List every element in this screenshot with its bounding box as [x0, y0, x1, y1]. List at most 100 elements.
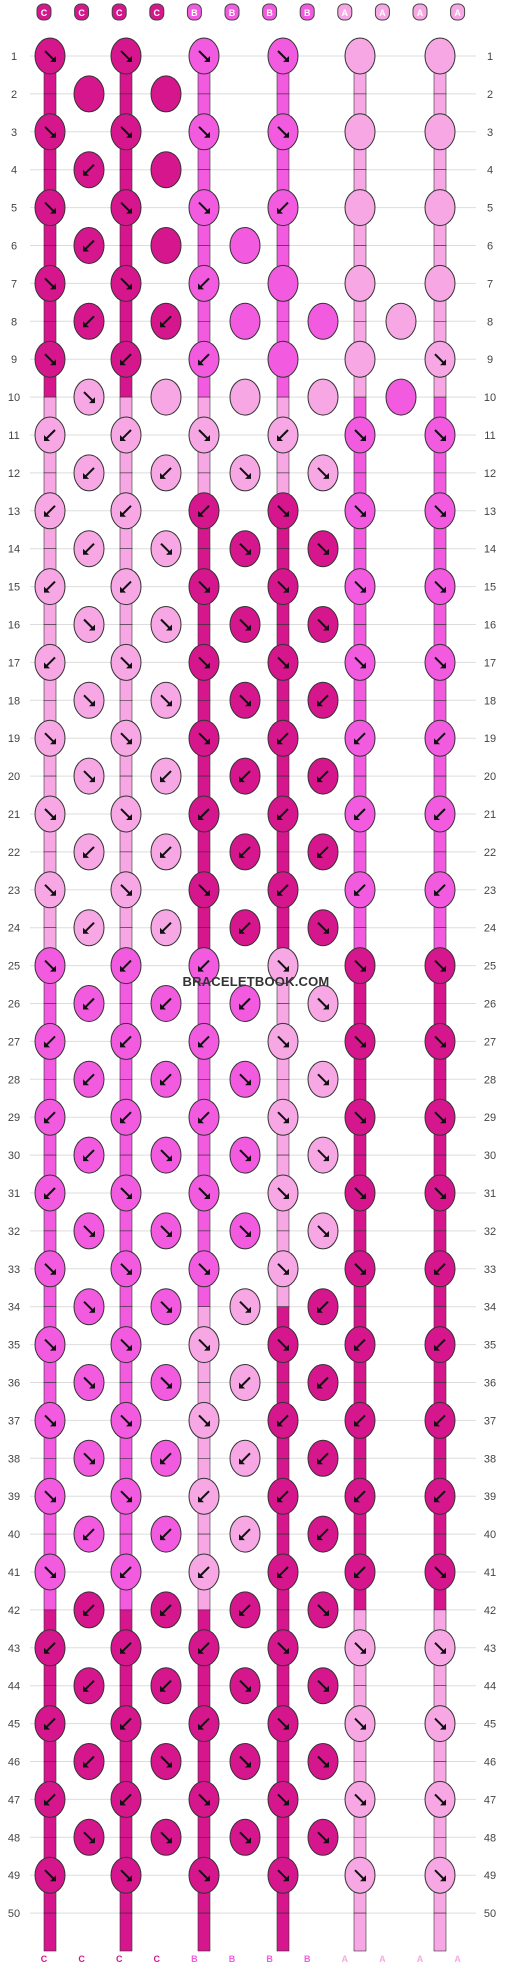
arrow-head: [283, 1041, 289, 1048]
arrow-head: [323, 1609, 329, 1616]
arrow-head: [83, 851, 89, 858]
arrow-head: [89, 776, 95, 783]
arrow-head: [283, 1117, 289, 1124]
arrow-head: [239, 927, 245, 934]
arrow-head: [245, 548, 251, 555]
strand-label: C: [154, 8, 161, 18]
arrow-head: [120, 1647, 126, 1654]
arrow-head: [440, 359, 446, 366]
arrow-head: [50, 814, 56, 820]
arrow-head: [89, 1306, 95, 1313]
arrow-head: [245, 624, 251, 631]
strand-segment: [43, 1912, 57, 1952]
arrow-head: [126, 738, 132, 745]
arrow-head: [239, 1003, 245, 1010]
knot: [150, 227, 182, 264]
strand-label: A: [454, 8, 461, 18]
knot: [307, 302, 339, 340]
arrow-head: [283, 510, 289, 517]
arrow-head: [44, 1041, 50, 1048]
arrow-head: [354, 1344, 360, 1351]
strand-label-badge: [412, 3, 428, 21]
arrow-head: [120, 1117, 126, 1124]
arrow-head: [277, 1420, 283, 1427]
arrow-head: [239, 851, 245, 858]
arrow-head: [277, 435, 283, 441]
arrow-head: [204, 131, 210, 138]
arrow-head: [239, 1534, 245, 1541]
strand-label: B: [229, 8, 236, 18]
arrow-head: [360, 510, 366, 517]
knot: [424, 189, 456, 227]
arrow-head: [50, 889, 56, 896]
arrow-head: [440, 1647, 446, 1654]
knot: [344, 189, 376, 227]
row-number-left: 49: [8, 1870, 20, 1882]
arrow-head: [440, 1193, 446, 1199]
arrow-head: [317, 1382, 323, 1389]
arrow-head: [89, 1837, 95, 1844]
row-number-right: 38: [484, 1453, 496, 1465]
row-number-left: 42: [8, 1605, 20, 1617]
strand-label-badge: [36, 3, 52, 21]
arrow-head: [198, 965, 204, 972]
strand-label-badge: [74, 3, 90, 21]
row-number-right: 19: [484, 733, 496, 745]
strand-label-badge: [450, 3, 466, 21]
arrow-head: [198, 1496, 204, 1503]
knot: [385, 378, 417, 416]
arrow-head: [50, 1420, 56, 1427]
arrow-head: [245, 1837, 251, 1844]
knot: [150, 378, 182, 416]
arrow-head: [283, 1193, 289, 1199]
arrow-head: [166, 1837, 172, 1844]
row-number-left: 31: [8, 1188, 20, 1200]
strand-label-bottom: C: [41, 1954, 48, 1964]
strand-segment: [433, 1912, 447, 1952]
arrow-head: [239, 1609, 245, 1616]
arrow-head: [323, 927, 329, 934]
arrow-head: [166, 1155, 172, 1162]
row-number-left: 43: [8, 1643, 20, 1655]
arrow-head: [50, 1496, 56, 1503]
arrow-head: [160, 927, 166, 934]
arrow-head: [277, 1496, 283, 1503]
row-number-left: 45: [8, 1719, 20, 1731]
arrow-head: [44, 1723, 50, 1730]
arrow-head: [204, 435, 210, 441]
arrow-head: [166, 624, 172, 631]
arrow-head: [50, 359, 56, 366]
arrow-head: [323, 1230, 329, 1237]
row-number-left: 44: [8, 1681, 20, 1693]
row-number-left: 13: [8, 506, 20, 518]
row-number-left: 25: [8, 961, 20, 973]
arrow-head: [434, 1344, 440, 1351]
arrow-head: [83, 169, 89, 176]
knot: [385, 302, 417, 340]
row-number-left: 50: [8, 1908, 20, 1920]
row-number-right: 37: [484, 1415, 496, 1427]
arrow-head: [204, 889, 210, 896]
row-number-left: 19: [8, 733, 20, 745]
arrow-head: [198, 1572, 204, 1578]
arrow-head: [323, 624, 329, 631]
arrow-head: [50, 738, 56, 745]
arrow-head: [126, 1193, 132, 1199]
arrow-head: [50, 1572, 56, 1578]
strand-label-bottom: B: [304, 1954, 311, 1964]
arrow-head: [360, 1041, 366, 1048]
row-number-left: 8: [11, 316, 17, 328]
arrow-head: [434, 814, 440, 820]
arrow-head: [239, 776, 245, 783]
knot: [344, 264, 376, 302]
row-number-right: 48: [484, 1832, 496, 1844]
row-number-right: 18: [484, 695, 496, 707]
row-number-right: 42: [484, 1605, 496, 1617]
arrow-head: [83, 1003, 89, 1010]
strand-segment: [276, 1912, 290, 1952]
arrow-head: [440, 965, 446, 972]
row-number-left: 29: [8, 1112, 20, 1124]
arrow-head: [50, 131, 56, 138]
row-number-right: 31: [484, 1188, 496, 1200]
arrow-head: [50, 207, 56, 214]
